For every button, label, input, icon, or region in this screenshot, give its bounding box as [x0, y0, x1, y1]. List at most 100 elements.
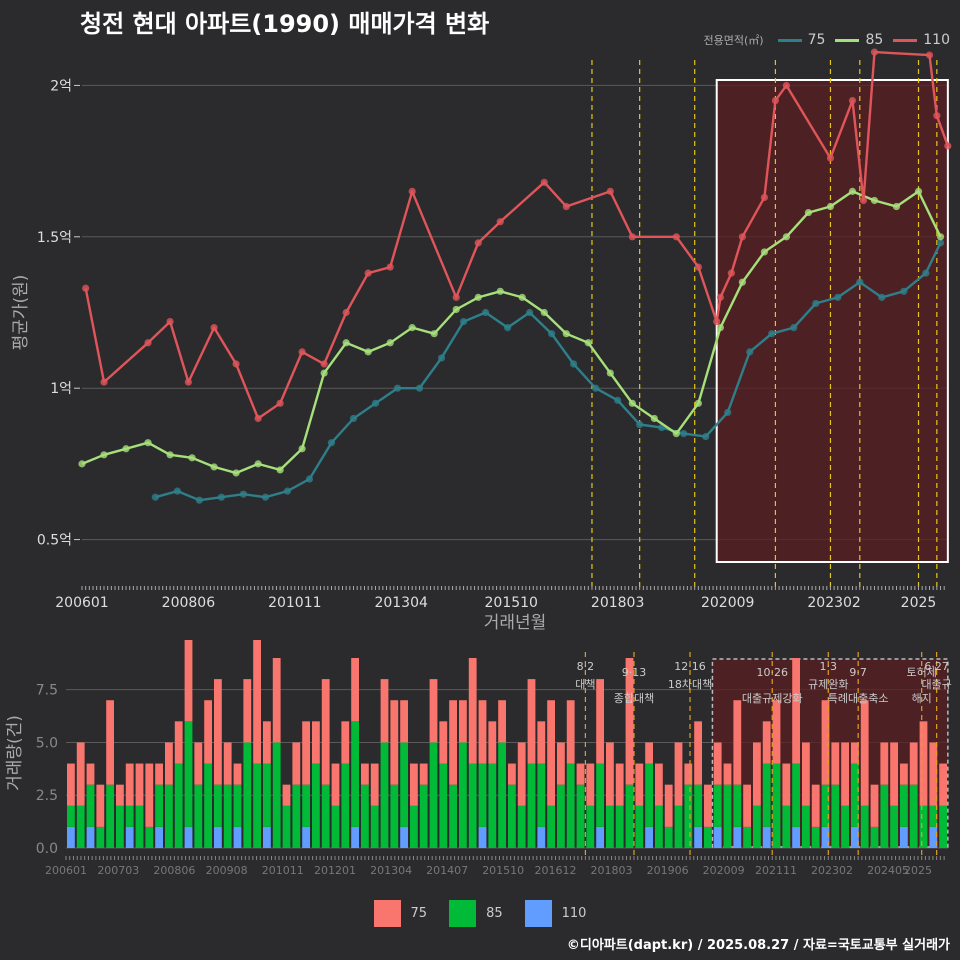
volume-bar-75 [625, 658, 634, 785]
volume-bar-85 [204, 763, 212, 848]
volume-x-tick-label: 200703 [97, 864, 139, 877]
volume-bar-75 [410, 763, 418, 806]
volume-x-tick-label: 202111 [755, 864, 797, 877]
data-point-110 [562, 202, 570, 211]
volume-bar-75 [615, 763, 624, 806]
data-point-85 [584, 339, 592, 347]
data-point-75 [415, 384, 424, 392]
volume-bar-75 [312, 721, 320, 764]
data-point-110 [944, 142, 952, 150]
data-point-85 [694, 399, 702, 407]
data-point-75 [812, 299, 820, 308]
volume-bar-85 [792, 763, 800, 827]
volume-bar-110 [537, 826, 546, 848]
volume-bar-85 [733, 784, 742, 827]
bar-legend-swatch-75 [373, 900, 401, 927]
data-point-75 [680, 430, 688, 438]
data-point-85 [804, 208, 813, 217]
data-point-75 [283, 487, 292, 495]
volume-bar-85 [645, 763, 653, 827]
price-x-tick-label: 200601 [55, 595, 108, 611]
price-x-tick-label: 201304 [374, 595, 428, 611]
data-point-110 [210, 324, 218, 332]
legend-swatch-110 [893, 38, 918, 42]
data-point-110 [82, 284, 90, 292]
volume-bar-75 [753, 742, 761, 806]
volume-bar-85 [253, 763, 261, 848]
volume-bar-75 [380, 679, 389, 743]
price-x-tick-label: 200806 [162, 595, 216, 611]
volume-bar-85 [772, 763, 781, 848]
volume-bar-75 [919, 721, 928, 806]
volume-bar-85 [155, 784, 163, 827]
volume-x-tick-label: 201510 [482, 864, 524, 877]
volume-bar-110 [713, 826, 722, 848]
volume-x-tick-label: 201011 [262, 864, 304, 877]
volume-bar-75 [811, 784, 820, 827]
data-point-75 [592, 384, 600, 392]
data-point-85 [452, 305, 460, 314]
bar-legend-label-110: 110 [561, 906, 587, 921]
volume-bar-85 [243, 742, 252, 848]
top-legend: 전용면적(㎡) 75 85 110 [704, 32, 950, 48]
data-point-110 [870, 48, 879, 56]
volume-bar-85 [615, 805, 624, 848]
data-point-75 [151, 493, 159, 501]
data-point-110 [342, 308, 350, 317]
data-point-75 [768, 330, 776, 338]
volume-bar-75 [537, 721, 546, 764]
volume-bar-75 [174, 721, 183, 764]
volume-bar-85 [116, 805, 124, 848]
volume-x-tick-label: 200601 [45, 864, 87, 877]
volume-bar-75 [527, 679, 536, 764]
volume-bar-85 [900, 784, 908, 827]
volume-bar-75 [194, 742, 203, 785]
data-point-75 [614, 396, 622, 404]
event-annotation-date: 9·13 [622, 666, 647, 679]
legend-item-85: 85 [835, 32, 883, 48]
volume-bar-85 [361, 784, 369, 848]
data-point-85 [320, 369, 328, 377]
volume-bar-75 [792, 658, 800, 764]
data-point-85 [826, 202, 835, 211]
data-point-110 [232, 360, 240, 368]
volume-bar-85 [860, 805, 869, 848]
data-point-85 [408, 324, 416, 332]
data-point-85 [760, 248, 769, 256]
data-point-85 [496, 287, 504, 295]
volume-bar-85 [566, 763, 575, 848]
volume-bar-85 [508, 784, 516, 848]
volume-bar-75 [772, 700, 781, 764]
data-point-85 [738, 278, 746, 286]
volume-bar-85 [557, 784, 565, 848]
volume-bar-75 [331, 763, 340, 806]
volume-bar-75 [341, 721, 350, 764]
volume-bar-75 [361, 763, 369, 785]
price-x-tick-label: 201510 [485, 595, 538, 611]
volume-bar-75 [851, 742, 859, 764]
volume-bar-85 [331, 805, 340, 848]
volume-bar-75 [488, 721, 497, 764]
bar-legend-swatch-85 [449, 900, 477, 927]
data-point-85 [672, 430, 680, 438]
volume-bar-75 [635, 763, 644, 806]
volume-y-tick-label: 0.0 [36, 841, 58, 857]
volume-bar-75 [106, 700, 114, 785]
volume-bar-75 [253, 640, 261, 764]
volume-bar-75 [713, 742, 722, 785]
data-point-75 [327, 439, 336, 447]
data-point-85 [474, 293, 482, 301]
data-point-110 [254, 414, 262, 423]
volume-bar-75 [557, 742, 565, 785]
volume-bar-75 [841, 742, 849, 806]
volume-bar-75 [76, 742, 85, 806]
volume-bar-75 [145, 763, 154, 827]
volume-x-tick-label: 200806 [153, 864, 195, 877]
volume-bar-75 [684, 763, 693, 785]
volume-bar-110 [400, 826, 408, 848]
volume-bar-110 [351, 826, 359, 848]
data-point-85 [848, 187, 857, 195]
volume-bar-85 [184, 721, 193, 827]
data-point-110 [452, 293, 460, 301]
data-point-110 [826, 154, 835, 162]
